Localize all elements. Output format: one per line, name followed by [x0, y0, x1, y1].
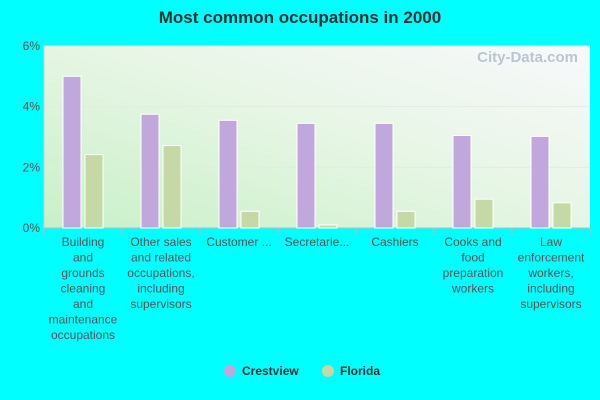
bar-florida	[396, 210, 416, 229]
y-tick-label: 0%	[23, 221, 41, 235]
bar-florida	[240, 210, 260, 229]
bar-crestview	[62, 75, 82, 229]
y-tick-label: 2%	[23, 160, 41, 174]
bar-crestview	[530, 135, 550, 229]
legend-label-crestview: Crestview	[242, 364, 299, 378]
category-labels: Building and grounds cleaning and maintenance…	[49, 235, 585, 342]
bar-crestview	[452, 134, 472, 229]
legend-swatch-crestview	[224, 365, 236, 377]
x-tick-label: Other sales and related occupations, includ…	[127, 235, 194, 311]
y-tick-label: 4%	[23, 100, 41, 114]
grid-lines	[44, 45, 590, 168]
x-tick-label: Secretarie...	[285, 235, 350, 249]
y-tick-label: 6%	[23, 39, 41, 53]
legend-label-florida: Florida	[340, 364, 380, 378]
bar-crestview	[296, 122, 316, 229]
bar-florida	[84, 154, 104, 229]
x-tick-label: Building and grounds cleaning and maintenance…	[49, 235, 118, 342]
chart-title: Most common occupations in 2000	[158, 8, 442, 27]
bar-florida	[474, 198, 494, 229]
bars	[62, 75, 572, 229]
bar-florida	[162, 144, 182, 229]
bar-crestview	[374, 122, 394, 229]
legend-swatch-florida	[322, 365, 334, 377]
axes: 0% 2% 4% 6%	[23, 39, 591, 235]
x-tick-label: Cashiers	[371, 235, 418, 249]
watermark: City-Data.com	[477, 49, 578, 66]
bar-florida	[552, 202, 572, 229]
bar-crestview	[140, 113, 160, 229]
x-tick-label: Customer ...	[206, 235, 271, 249]
x-tick-label: Cooks and food preparation workers	[443, 235, 504, 296]
bar-florida	[318, 224, 338, 229]
plot-area	[44, 46, 590, 228]
legend: Crestview Florida	[224, 364, 380, 378]
x-tick-label: Law enforcement workers, including superviso…	[518, 235, 585, 311]
bar-crestview	[218, 119, 238, 229]
